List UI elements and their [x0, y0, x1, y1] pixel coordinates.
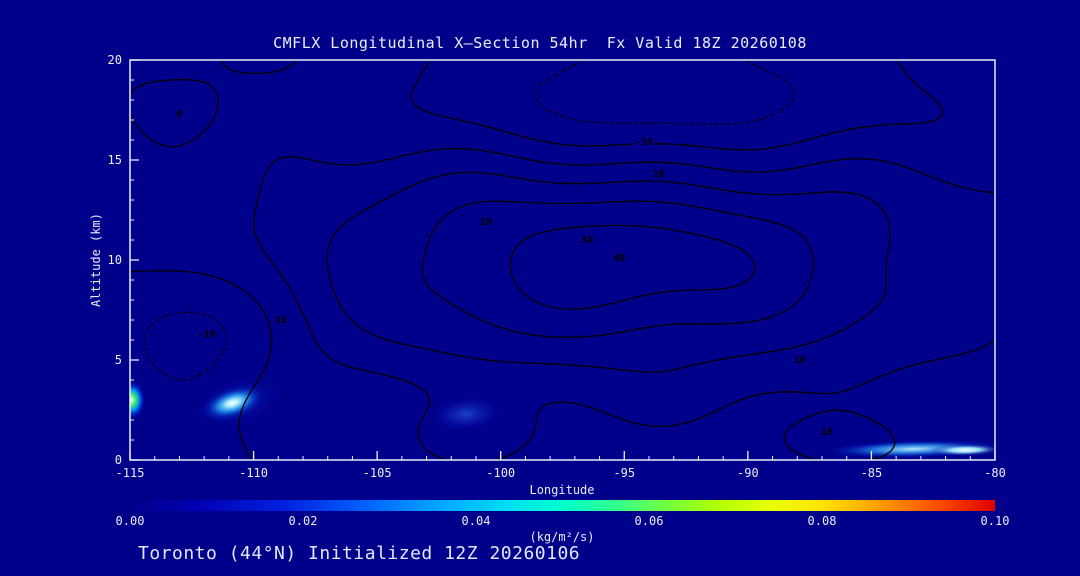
y-tick-label: 15 — [108, 153, 122, 167]
plot-content: 0 -10 10 20 30 40 10 -10 10 10 — [130, 60, 995, 460]
contour-label: 40 — [613, 253, 625, 264]
comet-bright-cell — [200, 384, 265, 422]
colorbar-tick-label: 0.02 — [288, 514, 318, 528]
contour-level-20 — [326, 171, 891, 373]
contour-label: 10 — [794, 355, 806, 366]
colorbar-units-label: (kg/m²/s) — [529, 530, 595, 544]
contour-label: -10 — [198, 329, 216, 340]
contour-level-30 — [421, 200, 814, 338]
x-tick-label: -85 — [861, 466, 883, 480]
contour-label: 20 — [480, 217, 492, 228]
left-edge-bright-cell — [130, 380, 147, 420]
contour-label: 10 — [821, 427, 833, 438]
y-tick-label: 20 — [108, 53, 122, 67]
x-tick-label: -90 — [737, 466, 759, 480]
y-tick-label: 5 — [115, 353, 122, 367]
contour-label: -10 — [635, 137, 653, 148]
mid-faint-cell — [429, 395, 504, 433]
plot-title: CMFLX Longitudinal X—Section 54hr Fx Val… — [273, 34, 807, 52]
x-tick-label: -115 — [116, 466, 145, 480]
contour-plot: 0 -10 10 20 30 40 10 -10 10 10 -115 -110 -105 -100 -95… — [108, 53, 1006, 480]
contour-label: 30 — [581, 235, 593, 246]
y-tick-label: 10 — [108, 253, 122, 267]
x-tick-label: -100 — [486, 466, 515, 480]
contour-label: 10 — [653, 169, 665, 180]
colorbar-tick-label: 0.10 — [980, 514, 1010, 528]
y-axis-label: Altitude (km) — [89, 213, 103, 307]
colorbar-tick-label: 0.06 — [634, 514, 664, 528]
initialization-label: Toronto (44°N) Initialized 12Z 20260106 — [138, 543, 581, 564]
x-axis-label: Longitude — [529, 483, 595, 497]
y-tick-label: 0 — [115, 453, 122, 467]
colorbar-tick-label: 0.04 — [461, 514, 491, 528]
x-tick-label: -105 — [363, 466, 392, 480]
x-tick-label: -80 — [984, 466, 1006, 480]
colorbar — [130, 500, 995, 511]
x-tick-label: -95 — [613, 466, 635, 480]
contour-label: 10 — [275, 315, 287, 326]
contour-level-40 — [509, 224, 756, 310]
colorbar-tick-label: 0.00 — [115, 514, 145, 528]
colorbar-tick-label: 0.08 — [807, 514, 837, 528]
contour-level-10 — [253, 147, 995, 460]
bottom-right-streak-core — [928, 443, 995, 457]
contour-level--10 — [143, 60, 796, 381]
x-tick-label: -110 — [239, 466, 268, 480]
contour-label: 0 — [176, 109, 182, 120]
contour-level-0 — [130, 60, 944, 460]
